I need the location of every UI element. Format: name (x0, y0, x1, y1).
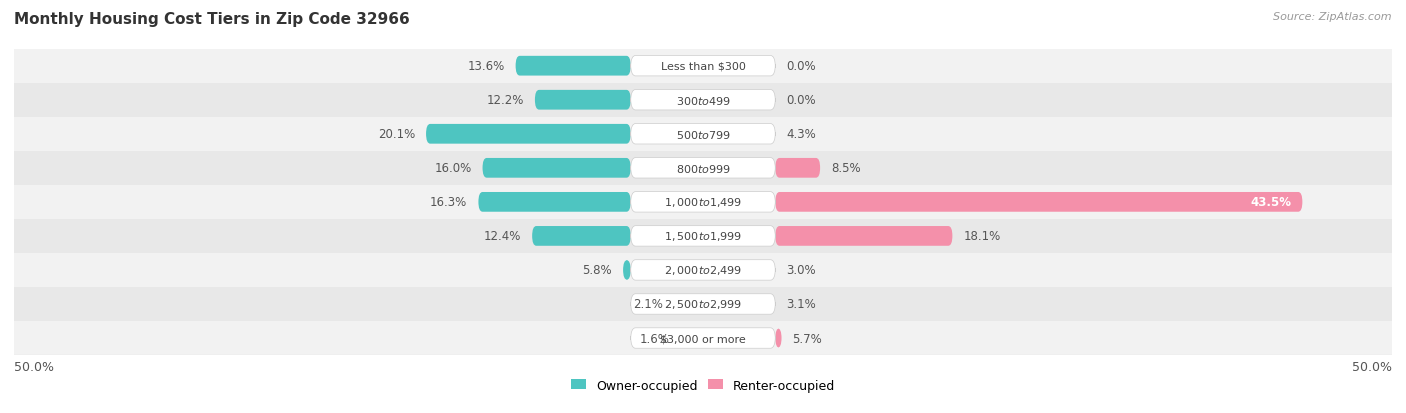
Text: 4.3%: 4.3% (786, 128, 815, 141)
Text: 43.5%: 43.5% (1250, 196, 1291, 209)
Text: 3.0%: 3.0% (786, 264, 815, 277)
FancyBboxPatch shape (631, 294, 775, 314)
Text: 2.1%: 2.1% (633, 298, 664, 311)
Text: 16.3%: 16.3% (430, 196, 467, 209)
Text: 0.0%: 0.0% (786, 60, 815, 73)
Text: 5.7%: 5.7% (793, 332, 823, 345)
Text: 50.0%: 50.0% (1353, 360, 1392, 373)
FancyBboxPatch shape (426, 125, 631, 144)
Text: 12.2%: 12.2% (486, 94, 524, 107)
Bar (14, 253, 1392, 287)
Text: 0.0%: 0.0% (786, 94, 815, 107)
Bar (14, 321, 1392, 355)
Text: 12.4%: 12.4% (484, 230, 522, 243)
Text: Monthly Housing Cost Tiers in Zip Code 32966: Monthly Housing Cost Tiers in Zip Code 3… (14, 12, 409, 27)
Text: $1,000 to $1,499: $1,000 to $1,499 (664, 196, 742, 209)
FancyBboxPatch shape (631, 124, 775, 145)
Legend: Owner-occupied, Renter-occupied: Owner-occupied, Renter-occupied (567, 374, 839, 396)
FancyBboxPatch shape (631, 90, 775, 111)
Text: 16.0%: 16.0% (434, 162, 471, 175)
FancyBboxPatch shape (631, 226, 775, 247)
FancyBboxPatch shape (631, 260, 775, 280)
Text: $800 to $999: $800 to $999 (675, 162, 731, 174)
FancyBboxPatch shape (775, 226, 952, 246)
Bar (14, 50, 1392, 83)
Text: 20.1%: 20.1% (378, 128, 415, 141)
FancyBboxPatch shape (775, 328, 782, 348)
Text: Source: ZipAtlas.com: Source: ZipAtlas.com (1274, 12, 1392, 22)
Text: 18.1%: 18.1% (963, 230, 1001, 243)
Text: $2,000 to $2,499: $2,000 to $2,499 (664, 264, 742, 277)
Text: $3,000 or more: $3,000 or more (661, 333, 745, 343)
Bar (14, 287, 1392, 321)
Bar (14, 152, 1392, 185)
FancyBboxPatch shape (516, 57, 631, 76)
FancyBboxPatch shape (775, 192, 1302, 212)
Text: 13.6%: 13.6% (467, 60, 505, 73)
FancyBboxPatch shape (631, 192, 775, 213)
FancyBboxPatch shape (623, 261, 631, 280)
FancyBboxPatch shape (534, 90, 631, 110)
Text: 50.0%: 50.0% (14, 360, 53, 373)
Bar (14, 117, 1392, 152)
Text: Less than $300: Less than $300 (661, 62, 745, 71)
Text: 3.1%: 3.1% (786, 298, 815, 311)
Text: $2,500 to $2,999: $2,500 to $2,999 (664, 298, 742, 311)
FancyBboxPatch shape (478, 192, 631, 212)
FancyBboxPatch shape (631, 56, 775, 77)
FancyBboxPatch shape (631, 328, 775, 349)
Text: $300 to $499: $300 to $499 (675, 95, 731, 107)
FancyBboxPatch shape (631, 158, 775, 178)
Text: $500 to $799: $500 to $799 (675, 128, 731, 140)
FancyBboxPatch shape (775, 159, 820, 178)
Text: 5.8%: 5.8% (582, 264, 612, 277)
Text: 8.5%: 8.5% (831, 162, 860, 175)
Bar (14, 219, 1392, 253)
Text: $1,500 to $1,999: $1,500 to $1,999 (664, 230, 742, 243)
Text: 1.6%: 1.6% (640, 332, 669, 345)
Bar (14, 83, 1392, 117)
FancyBboxPatch shape (531, 226, 631, 246)
FancyBboxPatch shape (482, 159, 631, 178)
Bar (14, 185, 1392, 219)
